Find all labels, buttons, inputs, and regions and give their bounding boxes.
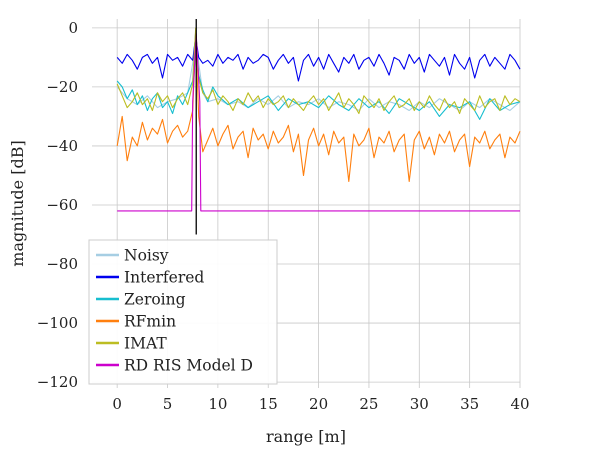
legend-label-2: Zeroing bbox=[124, 291, 186, 309]
y-axis-label: magnitude [dB] bbox=[8, 140, 27, 266]
x-axis-label: range [m] bbox=[266, 427, 346, 446]
x-tick-label-0: 0 bbox=[112, 395, 122, 413]
x-tick-label-5: 25 bbox=[359, 395, 378, 413]
y-tick-label-5: −100 bbox=[37, 314, 78, 332]
series-line-3 bbox=[116, 36, 521, 182]
y-tick-label-4: −80 bbox=[46, 255, 78, 273]
series-line-2 bbox=[116, 30, 521, 120]
legend-box bbox=[88, 239, 278, 385]
legend: Noisy Interfered Zeroing RFmin IMAT RD RIS Mo… bbox=[88, 239, 278, 385]
series-line-1 bbox=[116, 36, 521, 82]
grid bbox=[92, 19, 521, 388]
tick-labels: 0 5 10 15 20 25 30 35 40 0 −20 −40 −60 −80 −100 −120 bbox=[37, 19, 530, 413]
y-tick-label-1: −20 bbox=[46, 78, 78, 96]
legend-label-0: Noisy bbox=[124, 247, 169, 265]
x-tick-label-8: 40 bbox=[510, 395, 529, 413]
x-tick-label-2: 10 bbox=[208, 395, 227, 413]
legend-label-3: RFmin bbox=[124, 313, 176, 331]
x-tick-label-6: 30 bbox=[410, 395, 429, 413]
x-tick-label-4: 20 bbox=[309, 395, 328, 413]
legend-label-1: Interfered bbox=[124, 269, 204, 287]
x-tick-label-1: 5 bbox=[163, 395, 173, 413]
x-tick-label-3: 15 bbox=[259, 395, 278, 413]
series-line-4 bbox=[116, 27, 521, 115]
legend-label-5: RD RIS Model D bbox=[124, 357, 253, 375]
y-tick-label-3: −60 bbox=[46, 196, 78, 214]
y-tick-label-2: −40 bbox=[46, 137, 78, 155]
y-tick-label-0: 0 bbox=[68, 19, 78, 37]
legend-label-4: IMAT bbox=[124, 335, 167, 353]
y-tick-label-6: −120 bbox=[37, 373, 78, 391]
x-tick-label-7: 35 bbox=[460, 395, 479, 413]
